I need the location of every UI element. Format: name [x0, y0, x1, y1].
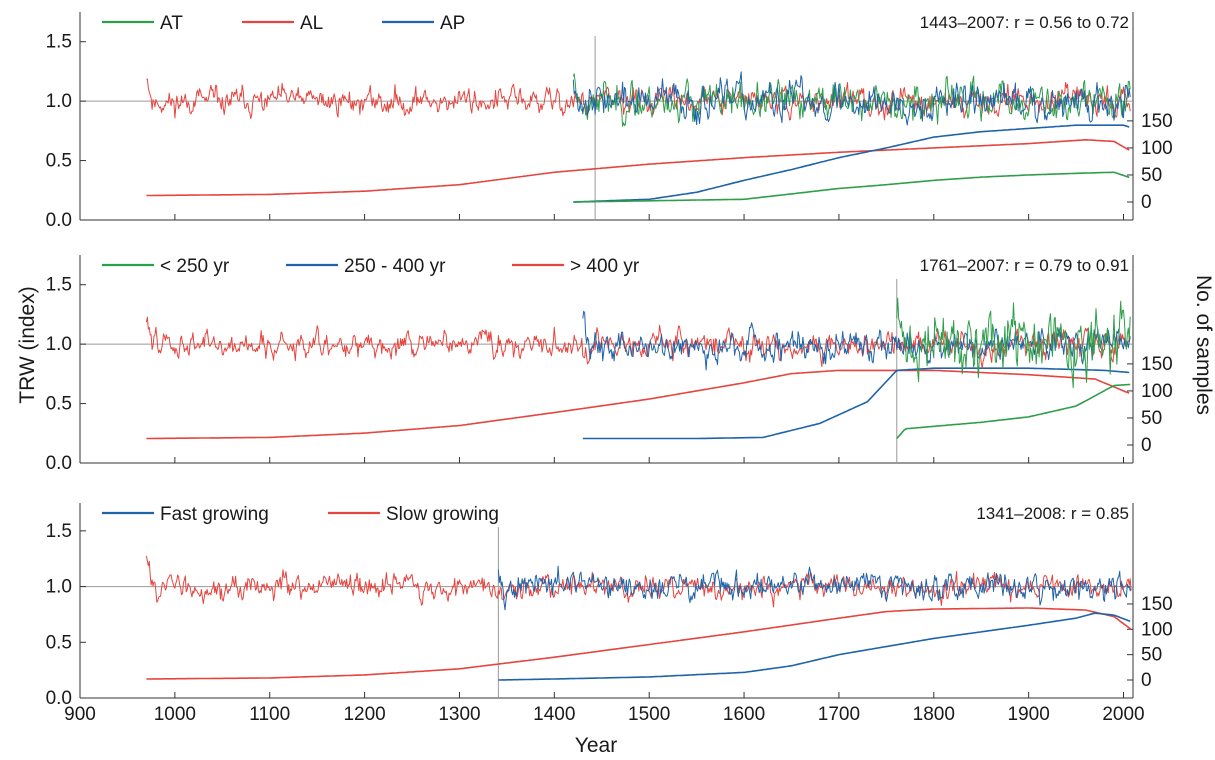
legend-label: < 250 yr: [160, 256, 230, 277]
x-tick-label: 1500: [628, 704, 670, 725]
sample-count-line-0: [146, 138, 1130, 197]
y-tick-label: 1.5: [46, 521, 72, 542]
right-tick-label: 50: [1141, 408, 1162, 429]
sample-count-line-2: [573, 171, 1130, 203]
right-tick-label: 100: [1141, 619, 1173, 640]
y-axis-title-left: TRW (index): [16, 286, 39, 403]
right-tick-label: 150: [1141, 354, 1173, 375]
x-tick-label: 1300: [438, 704, 480, 725]
trw-series-line-2: [572, 71, 1131, 126]
right-tick-label: 50: [1141, 165, 1162, 186]
right-tick-label: 150: [1141, 111, 1173, 132]
y-tick-label: 0.0: [46, 210, 72, 231]
x-tick-label: 1400: [533, 704, 575, 725]
y-tick-label: 1.5: [46, 32, 72, 53]
legend-label: Slow growing: [386, 504, 499, 525]
x-tick-label: 900: [64, 704, 96, 725]
x-tick-label: 2000: [1102, 704, 1144, 725]
y-axis-title-right: No. of samples: [1192, 275, 1215, 415]
legend-label: > 400 yr: [570, 256, 640, 277]
sample-count-line-0: [146, 369, 1130, 440]
sample-count-line-2: [896, 383, 1131, 440]
y-tick-label: 0.0: [46, 453, 72, 474]
sample-count-line-0: [146, 607, 1132, 680]
legend-label: AL: [300, 13, 323, 34]
y-tick-label: 0.5: [46, 632, 72, 653]
x-axis-title: Year: [575, 734, 617, 757]
x-tick-label: 1800: [913, 704, 955, 725]
y-tick-label: 0.0: [46, 688, 72, 709]
sample-count-line-1: [573, 124, 1130, 203]
right-tick-label: 0: [1141, 670, 1152, 691]
x-tick-label: 1000: [154, 704, 196, 725]
trw-series-line-0: [145, 555, 1132, 608]
legend-label: AP: [440, 13, 465, 34]
chart-panel-bottom: 0.0 0.5 1.0 1.5 0 50 100 150 900 1000 1100 1200 1300…: [46, 503, 1173, 725]
y-tick-label: 0.5: [46, 394, 72, 415]
x-tick-label: 1100: [249, 704, 290, 725]
x-tick-label: 1700: [818, 704, 860, 725]
trw-series-line-1: [497, 565, 1132, 611]
y-tick-label: 0.5: [46, 151, 72, 172]
correlation-annotation: 1443–2007: r = 0.56 to 0.72: [920, 13, 1129, 32]
right-tick-label: 100: [1141, 138, 1173, 159]
correlation-annotation: 1341–2008: r = 0.85: [976, 504, 1129, 523]
trw-series-line-1: [572, 73, 1131, 127]
chart-panel-top: 0.0 0.5 1.0 1.5 0 50 100 150 AT AL AP 1443–2007: r …: [46, 12, 1173, 231]
x-tick-label: 1600: [723, 704, 765, 725]
sample-count-line-1: [498, 612, 1131, 681]
right-tick-label: 150: [1141, 594, 1173, 615]
legend-label: 250 - 400 yr: [344, 256, 446, 277]
right-tick-label: 50: [1141, 645, 1162, 666]
trw-series-line-2: [896, 297, 1131, 389]
chart-panel-middle: 0.0 0.5 1.0 1.5 0 50 100 150 < 250 yr 250 - 400 y…: [46, 255, 1173, 474]
y-tick-label: 1.0: [46, 334, 72, 355]
sample-count-line-1: [582, 367, 1130, 440]
y-tick-label: 1.5: [46, 275, 72, 296]
right-tick-label: 100: [1141, 381, 1173, 402]
y-tick-label: 1.0: [46, 91, 72, 112]
y-tick-label: 1.0: [46, 577, 72, 598]
correlation-annotation: 1761–2007: r = 0.79 to 0.91: [920, 256, 1129, 275]
trw-series-line-1: [582, 310, 1131, 371]
legend-label: Fast growing: [160, 504, 269, 525]
right-tick-label: 0: [1141, 435, 1152, 456]
x-tick-label: 1900: [1008, 704, 1050, 725]
right-tick-label: 0: [1141, 192, 1152, 213]
chart-panels: 0.0 0.5 1.0 1.5 0 50 100 150 AT AL AP 1443–2007: r …: [46, 12, 1173, 725]
x-tick-label: 1200: [343, 704, 385, 725]
trw-series-line-0: [145, 316, 1131, 369]
legend-label: AT: [160, 13, 183, 34]
